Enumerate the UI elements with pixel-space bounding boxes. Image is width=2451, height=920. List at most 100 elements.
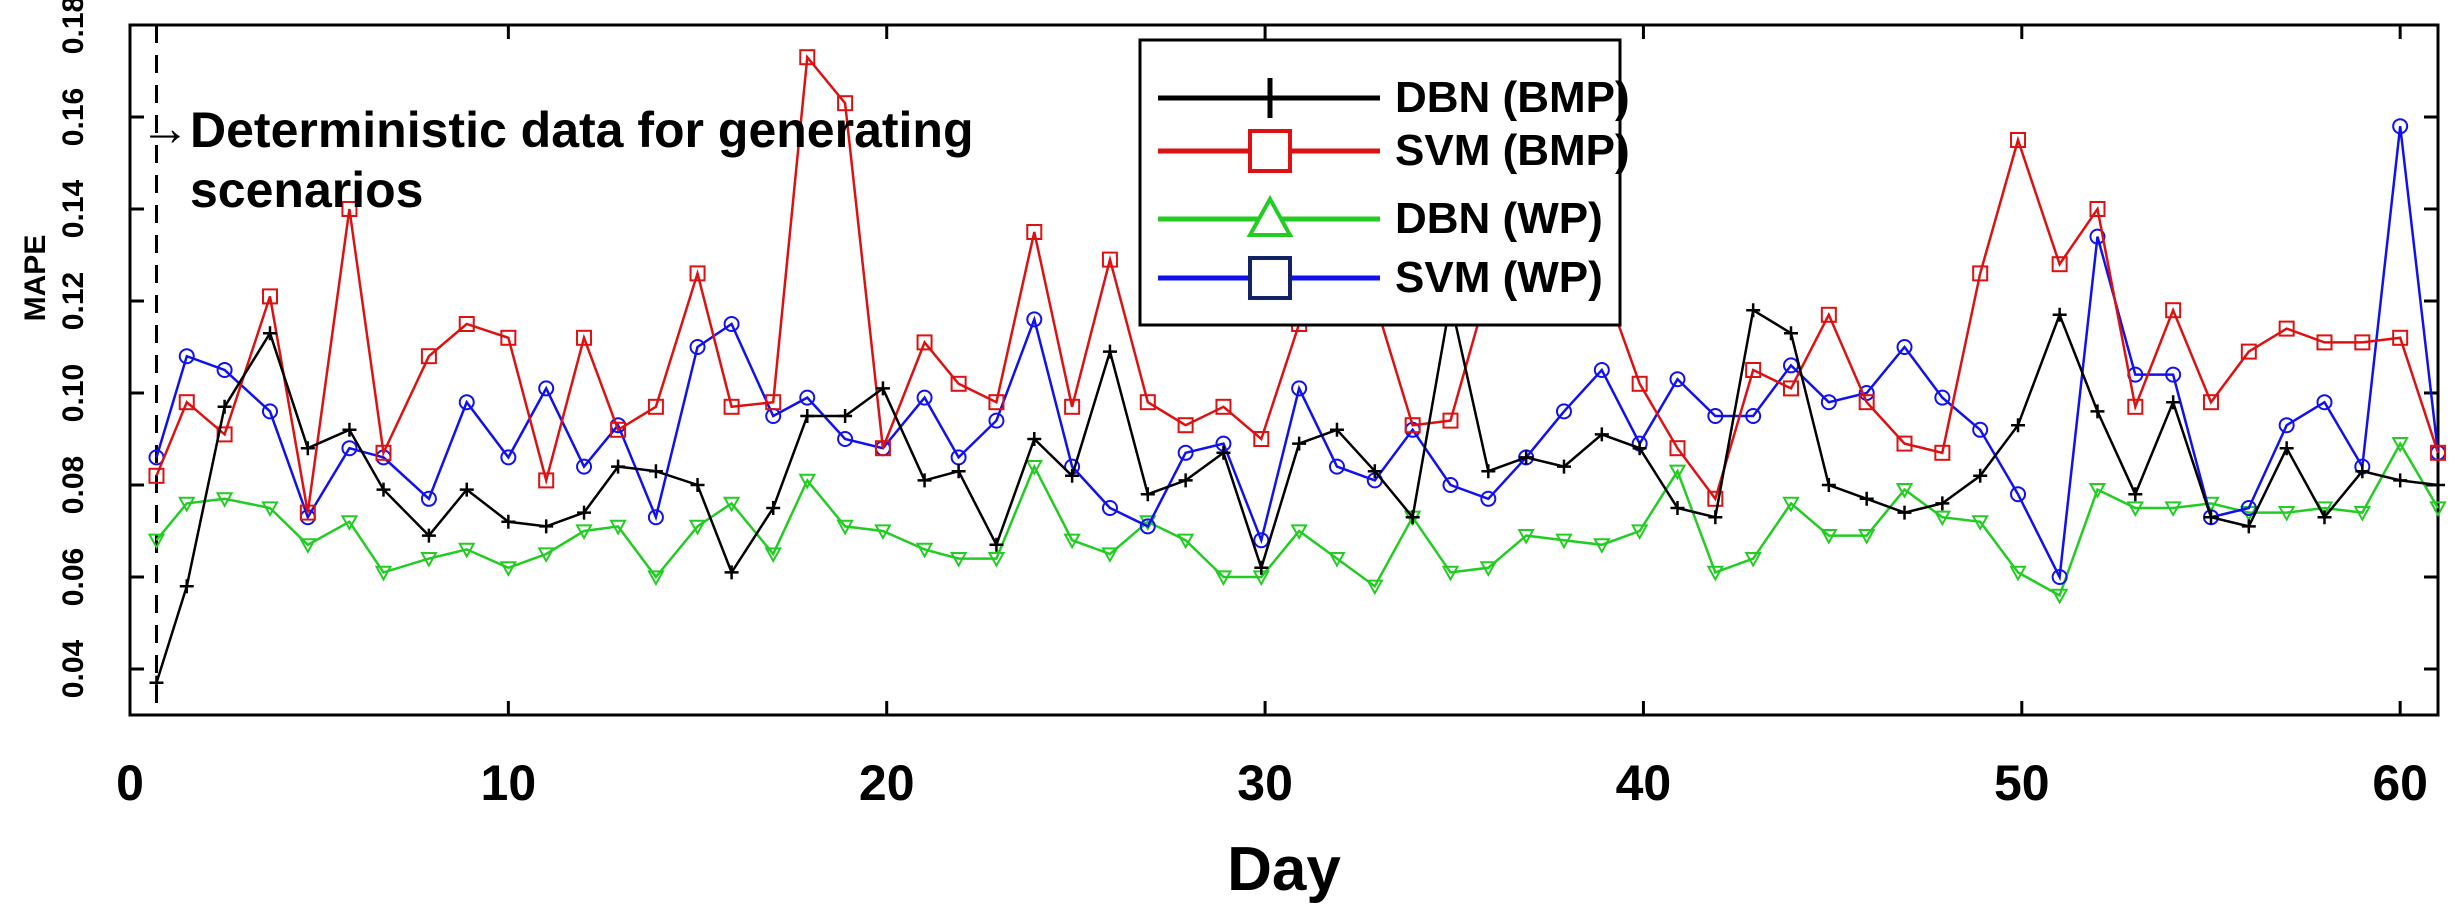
data-point-marker (1026, 224, 1043, 240)
data-point-marker (766, 501, 781, 515)
data-point-marker (1442, 412, 1459, 429)
data-point-marker (689, 265, 706, 282)
data-point-marker (217, 399, 232, 414)
data-point-marker (1139, 394, 1156, 411)
data-point-marker (1630, 524, 1649, 541)
data-point-marker (611, 459, 626, 474)
data-point-marker (2127, 398, 2144, 415)
data-point-marker (647, 509, 664, 526)
legend-item: SVM (WP) (1158, 253, 1603, 302)
legend-marker (1246, 194, 1294, 237)
data-point-marker (765, 394, 782, 411)
data-point-marker (341, 440, 358, 457)
data-point-marker (1632, 441, 1647, 456)
data-point-marker (1216, 445, 1231, 460)
series-layer (147, 49, 2447, 690)
data-point-marker (989, 537, 1004, 552)
data-point-marker (2126, 501, 2145, 518)
data-point-marker (2240, 343, 2257, 360)
data-point-marker (2278, 320, 2295, 337)
data-point-marker (2009, 565, 2027, 582)
data-point-marker (2316, 394, 2333, 411)
data-point-marker (499, 561, 518, 577)
data-point-marker (688, 519, 707, 536)
data-point-marker (2128, 487, 2143, 502)
x-tick-label: 40 (1616, 755, 1672, 811)
data-point-marker (537, 547, 555, 564)
data-point-marker (723, 316, 740, 332)
data-point-marker (1858, 394, 1875, 411)
data-point-marker (1707, 408, 1724, 424)
series-dbn-bmp (149, 294, 2445, 690)
data-point-marker (576, 458, 593, 475)
data-point-marker (2089, 201, 2106, 217)
data-point-marker (538, 472, 555, 489)
data-point-marker (1555, 403, 1572, 420)
data-point-marker (1519, 450, 1534, 465)
data-point-marker (1973, 468, 1988, 483)
data-point-marker (1328, 458, 1345, 475)
data-point-marker (262, 326, 277, 341)
legend-item: SVM (BMP) (1158, 126, 1630, 175)
data-point-marker (2052, 307, 2067, 322)
data-point-marker (1480, 490, 1497, 507)
data-point-marker (799, 49, 816, 66)
data-point-marker (1784, 326, 1798, 341)
data-point-marker (2166, 395, 2181, 410)
data-point-marker (261, 288, 278, 305)
data-point-marker (2353, 506, 2372, 522)
data-point-marker (917, 473, 932, 488)
data-point-marker (2010, 132, 2027, 148)
data-point-marker (1178, 473, 1193, 488)
data-point-marker (1139, 518, 1156, 535)
data-point-marker (1972, 421, 1989, 438)
data-point-marker (1668, 464, 1687, 481)
data-point-marker (459, 482, 474, 497)
legend: DBN (BMP)SVM (BMP) DBN (WP) SVM (WP) (1138, 38, 1630, 327)
y-tick-label: 0.16 (57, 88, 90, 146)
data-point-marker (1896, 339, 1913, 355)
data-point-marker (874, 440, 891, 457)
data-point-marker (1253, 431, 1270, 447)
data-point-marker (374, 565, 393, 582)
data-point-marker (988, 394, 1005, 411)
data-point-marker (421, 528, 436, 543)
data-point-marker (1896, 435, 1913, 452)
x-tick-label: 0 (116, 755, 144, 811)
legend-marker (1248, 256, 1292, 300)
data-point-marker (2050, 588, 2069, 605)
legend-label: DBN (BMP) (1395, 73, 1630, 122)
data-point-marker (1328, 552, 1346, 568)
data-point-marker (577, 505, 592, 520)
data-point-marker (722, 496, 741, 513)
x-tick-label: 20 (859, 755, 915, 811)
legend-item: DBN (WP) (1158, 194, 1603, 243)
series-line (155, 441, 2440, 598)
data-point-marker (147, 533, 166, 550)
data-point-marker (1064, 398, 1081, 415)
data-point-marker (1820, 394, 1837, 411)
data-point-marker (340, 515, 359, 531)
x-tick-label: 10 (481, 755, 537, 811)
data-point-marker (647, 570, 665, 587)
data-point-marker (2279, 441, 2294, 456)
legend-label: SVM (BMP) (1395, 126, 1630, 175)
data-point-marker (689, 339, 706, 355)
data-point-marker (837, 431, 854, 447)
data-point-marker (538, 380, 555, 397)
data-point-marker (2429, 501, 2447, 518)
data-point-marker (148, 467, 165, 484)
data-point-marker (2317, 510, 2332, 525)
data-point-marker (261, 501, 279, 518)
data-point-marker (949, 552, 968, 568)
x-axis-label: Day (1227, 835, 1341, 904)
data-point-marker (724, 565, 739, 580)
data-point-marker (2393, 473, 2408, 488)
data-point-marker (2240, 500, 2257, 516)
y-tick-label: 0.18 (57, 0, 90, 54)
data-point-marker (1933, 510, 1952, 527)
data-point-marker (987, 552, 1006, 568)
data-point-marker (951, 464, 966, 479)
data-point-marker (1404, 417, 1421, 434)
